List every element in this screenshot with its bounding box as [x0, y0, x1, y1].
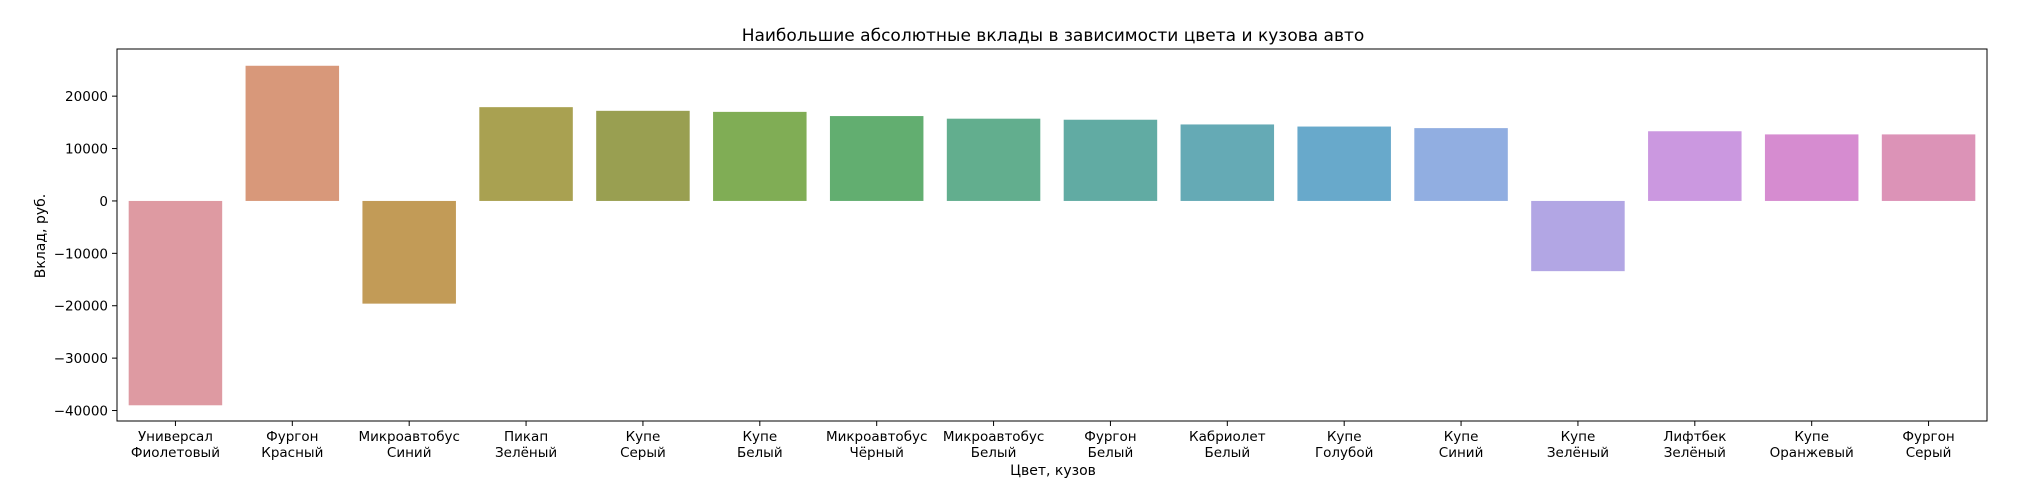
x-tick-label: Фургон Красный — [261, 429, 323, 461]
y-tick-label: 20000 — [65, 89, 108, 105]
x-tick-label: Купе Оранжевый — [1770, 429, 1854, 461]
x-tick-label: Купе Голубой — [1315, 429, 1373, 461]
bar-14 — [1648, 131, 1742, 201]
x-tick-label: Микроавтобус Белый — [943, 429, 1045, 461]
bar-2 — [245, 65, 340, 201]
bars-group — [128, 65, 1976, 406]
chart-title: Наибольшие абсолютные вклады в зависимос… — [742, 26, 1365, 46]
bar-10 — [1180, 124, 1275, 201]
y-tick-label: 0 — [99, 194, 108, 210]
x-tick-label: Микроавтобус Чёрный — [826, 429, 928, 461]
bar-15 — [1764, 134, 1859, 201]
bar-4 — [479, 107, 573, 201]
x-tick-label: Купе Зелёный — [1547, 429, 1609, 461]
y-tick-label: −10000 — [54, 246, 108, 262]
plot-frame — [116, 48, 1988, 422]
y-tick-label: 10000 — [65, 142, 108, 158]
bar-16 — [1881, 134, 1976, 201]
x-tick-label: Кабриолет Белый — [1189, 429, 1266, 461]
bar-1 — [128, 200, 223, 406]
y-tick-label: −20000 — [54, 299, 108, 315]
x-tick-label: Фургон Белый — [1084, 429, 1136, 461]
bar-7 — [829, 116, 924, 201]
x-tick-label: Универсал Фиолетовый — [131, 429, 220, 461]
x-tick-label: Пикап Зелёный — [495, 429, 557, 461]
bar-12 — [1414, 128, 1508, 201]
x-axis-label: Цвет, кузов — [1010, 463, 1096, 479]
bar-9 — [1063, 119, 1158, 201]
y-axis-ticks: −40000 −30000 −20000 −10000 0 10000 20000 — [54, 89, 117, 420]
x-tick-label: Купе Синий — [1439, 429, 1484, 461]
x-tick-label: Купе Белый — [737, 429, 783, 461]
bar-13 — [1531, 200, 1625, 272]
y-tick-label: −30000 — [54, 351, 108, 367]
x-axis-ticks: Универсал Фиолетовый Фургон Красный Микроавт… — [131, 421, 1955, 461]
x-tick-label: Микроавтобус Синий — [358, 429, 460, 461]
bar-6 — [713, 111, 807, 201]
bar-8 — [946, 118, 1041, 201]
x-tick-label: Фургон Серый — [1902, 429, 1954, 461]
y-axis-label: Вклад, руб. — [33, 194, 49, 278]
x-tick-label: Купе Серый — [620, 429, 666, 461]
y-tick-label: −40000 — [54, 404, 108, 420]
bar-3 — [362, 200, 456, 304]
x-tick-label: Лифтбек Зелёный — [1663, 429, 1726, 461]
bar-11 — [1297, 126, 1391, 201]
bar-5 — [596, 110, 690, 201]
